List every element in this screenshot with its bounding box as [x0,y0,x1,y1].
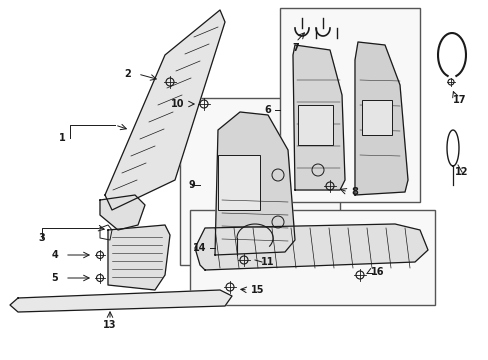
Text: 16: 16 [370,267,384,277]
Polygon shape [105,10,224,210]
Text: 10: 10 [171,99,184,109]
Text: 2: 2 [124,69,131,79]
Polygon shape [292,45,345,190]
Text: 11: 11 [261,257,274,267]
Text: 9: 9 [188,180,195,190]
Text: 7: 7 [292,43,299,53]
Text: 3: 3 [39,233,45,243]
Text: 14: 14 [193,243,206,253]
Polygon shape [195,224,427,270]
Text: 13: 13 [103,320,117,330]
Text: 17: 17 [452,95,466,105]
Text: 8: 8 [351,187,358,197]
Bar [280,8,419,202]
Text: 5: 5 [52,273,58,283]
Bar [190,210,434,305]
Text: 12: 12 [454,167,468,177]
Text: 1: 1 [59,133,65,143]
Polygon shape [10,290,231,312]
Bar [297,105,332,145]
Polygon shape [100,195,145,230]
Bar [218,155,260,210]
Text: 4: 4 [52,250,58,260]
Bar [361,100,391,135]
Polygon shape [354,42,407,195]
Bar [180,98,339,265]
Text: 6: 6 [264,105,271,115]
Polygon shape [215,112,294,255]
Polygon shape [108,225,170,290]
Text: 15: 15 [251,285,264,295]
